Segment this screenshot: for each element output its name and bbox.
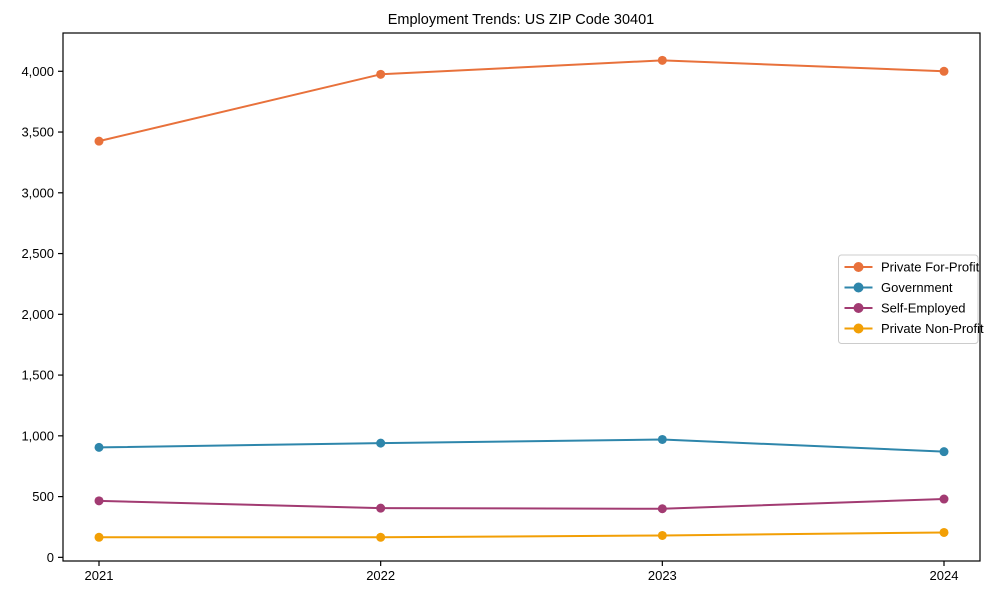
data-point-self-employed (939, 494, 949, 504)
data-point-government (657, 434, 667, 444)
data-point-private-for-profit (376, 69, 386, 79)
x-tick-label: 2022 (366, 568, 395, 583)
plot-area (62, 32, 981, 562)
legend-marker (853, 262, 864, 272)
x-tick-label: 2021 (85, 568, 114, 583)
data-point-self-employed (94, 496, 104, 506)
series-line-private-for-profit (98, 59, 945, 143)
legend-marker (853, 282, 864, 293)
axes: 0 500 1,000 1,500 2,000 2,500 3,000 3,500 4,000 2… (21, 64, 958, 583)
y-tick-label: 1,000 (21, 428, 54, 443)
y-tick-label: 4,000 (21, 64, 54, 79)
data-point-government (376, 438, 386, 448)
data-point-private-non-profit (657, 530, 667, 540)
y-tick-label: 0 (47, 550, 54, 565)
data-point-private-for-profit (94, 136, 104, 146)
x-tick-label: 2023 (648, 568, 677, 583)
legend-label: Self-Employed (881, 301, 966, 316)
series-line-private-non-profit (99, 531, 945, 539)
legend-box (838, 254, 979, 344)
legend-marker (853, 323, 864, 334)
y-tick-label: 500 (32, 489, 54, 504)
chart-title: Employment Trends: US ZIP Code 30401 (388, 12, 655, 28)
y-tick-label: 2,500 (21, 246, 54, 261)
data-point-government (94, 442, 104, 452)
legend: Private For-Profit Government Self-Employe… (838, 254, 984, 344)
data-point-private-non-profit (94, 532, 104, 542)
data-point-government (939, 447, 949, 457)
y-tick-label: 3,500 (21, 125, 54, 140)
series-line-government (98, 438, 945, 453)
series-line-self-employed (98, 498, 945, 510)
series-layer (94, 55, 949, 542)
x-tick-label: 2024 (930, 568, 959, 583)
data-point-private-for-profit (657, 55, 667, 65)
y-tick-label: 1,500 (21, 368, 54, 383)
data-point-self-employed (376, 503, 386, 513)
legend-label: Private For-Profit (881, 260, 980, 275)
y-tick-label: 3,000 (21, 185, 54, 200)
legend-label: Government (881, 280, 953, 295)
y-tick-label: 2,000 (21, 307, 54, 322)
data-point-private-non-profit (376, 532, 386, 542)
data-point-self-employed (657, 504, 667, 514)
legend-label: Private Non-Profit (881, 321, 984, 336)
data-point-private-for-profit (939, 66, 949, 76)
data-point-private-non-profit (939, 527, 949, 537)
legend-marker (853, 303, 864, 313)
